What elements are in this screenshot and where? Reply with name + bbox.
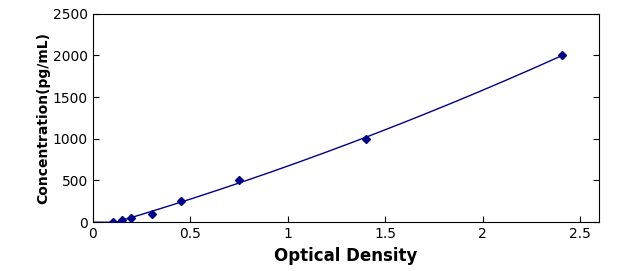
X-axis label: Optical Density: Optical Density <box>274 247 418 265</box>
Y-axis label: Concentration(pg/mL): Concentration(pg/mL) <box>36 32 50 204</box>
